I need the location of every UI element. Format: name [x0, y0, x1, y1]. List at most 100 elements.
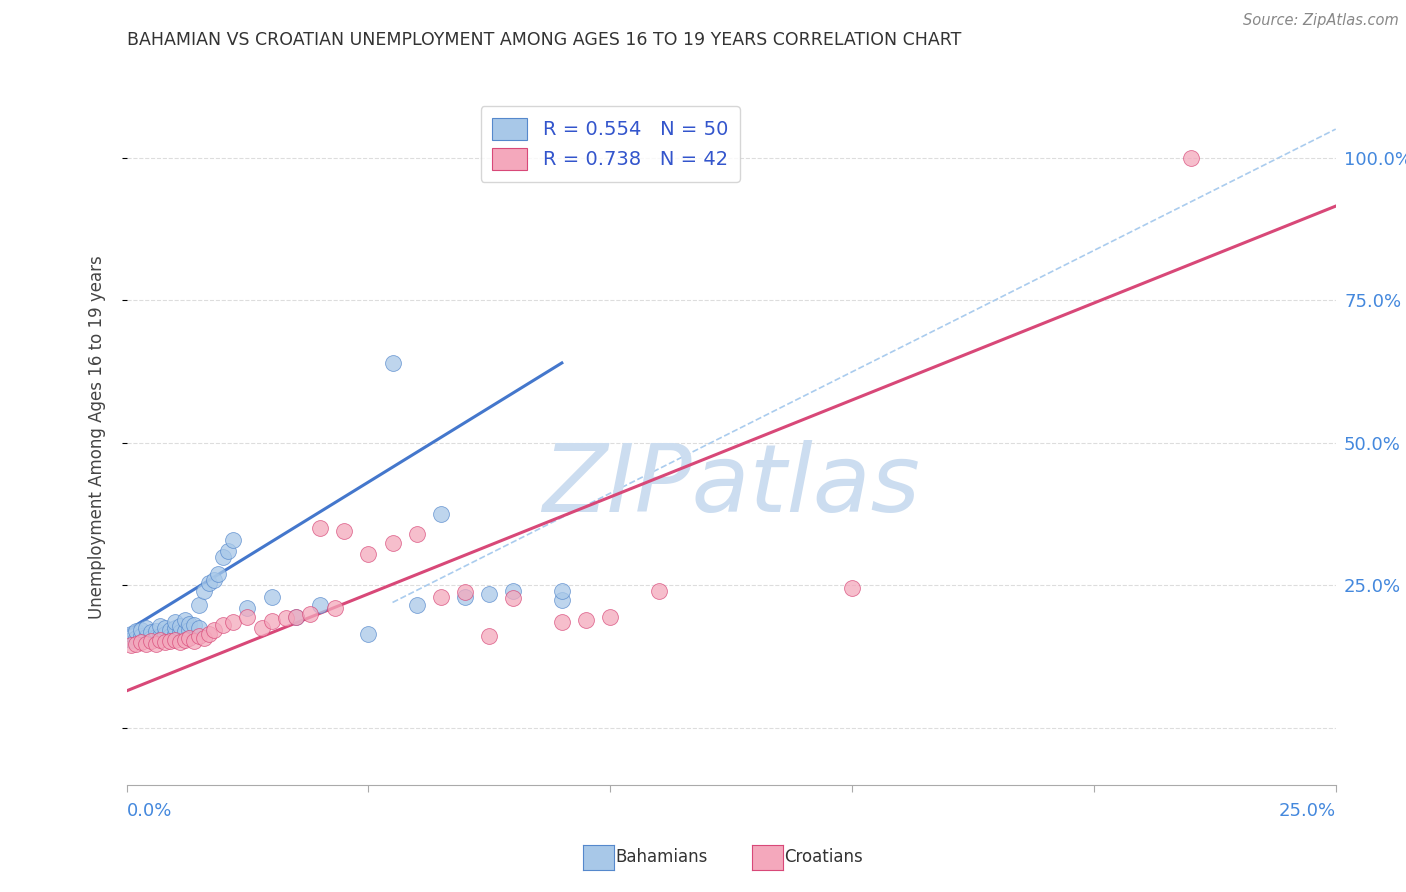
- Point: [276, 611, 298, 625]
- Point: [430, 590, 453, 604]
- Point: [149, 628, 172, 642]
- Point: [139, 631, 162, 645]
- Point: [179, 631, 201, 645]
- Point: [163, 615, 186, 630]
- Point: [173, 632, 195, 647]
- Point: [299, 607, 322, 621]
- Point: [135, 630, 157, 644]
- Point: [179, 623, 201, 637]
- Point: [575, 613, 598, 627]
- Point: [155, 621, 177, 635]
- Point: [250, 621, 273, 635]
- Point: [323, 601, 346, 615]
- Point: [381, 535, 404, 549]
- Text: Croatians: Croatians: [785, 848, 863, 866]
- Point: [120, 632, 142, 647]
- Point: [129, 635, 152, 649]
- Point: [163, 632, 186, 647]
- Text: 0.0%: 0.0%: [127, 802, 172, 820]
- Text: Source: ZipAtlas.com: Source: ZipAtlas.com: [1243, 13, 1399, 29]
- Point: [357, 547, 380, 561]
- Point: [551, 615, 574, 630]
- Point: [454, 590, 477, 604]
- Point: [159, 628, 181, 642]
- Point: [183, 634, 205, 648]
- Point: [145, 630, 167, 644]
- Point: [454, 585, 477, 599]
- Point: [1180, 151, 1202, 165]
- Point: [135, 636, 157, 650]
- Point: [149, 619, 172, 633]
- Point: [207, 566, 229, 581]
- Point: [155, 635, 177, 649]
- Point: [155, 627, 177, 641]
- Point: [169, 625, 191, 640]
- Point: [120, 627, 142, 641]
- Point: [405, 527, 427, 541]
- Point: [139, 634, 162, 648]
- Point: [159, 623, 181, 637]
- Point: [309, 521, 332, 535]
- Point: [333, 524, 356, 538]
- Point: [188, 621, 211, 635]
- Point: [135, 621, 157, 635]
- Point: [193, 631, 215, 645]
- Point: [357, 627, 380, 641]
- Point: [188, 628, 211, 642]
- Point: [197, 575, 219, 590]
- Point: [599, 609, 621, 624]
- Point: [163, 621, 186, 635]
- Point: [188, 599, 211, 613]
- Point: [183, 618, 205, 632]
- Point: [163, 627, 186, 641]
- Point: [179, 617, 201, 632]
- Point: [202, 573, 225, 587]
- Point: [129, 623, 152, 637]
- Y-axis label: Unemployment Among Ages 16 to 19 years: Unemployment Among Ages 16 to 19 years: [87, 255, 105, 619]
- Point: [197, 627, 219, 641]
- Text: ZIPatlas: ZIPatlas: [543, 441, 920, 532]
- Point: [169, 619, 191, 633]
- Point: [478, 587, 501, 601]
- Point: [120, 638, 142, 652]
- Point: [284, 609, 307, 624]
- Text: 25.0%: 25.0%: [1278, 802, 1336, 820]
- Point: [159, 634, 181, 648]
- Text: Bahamians: Bahamians: [616, 848, 709, 866]
- Point: [551, 592, 574, 607]
- Point: [405, 599, 427, 613]
- Point: [478, 628, 501, 642]
- Point: [125, 636, 148, 650]
- Point: [430, 507, 453, 521]
- Point: [222, 533, 245, 547]
- Point: [381, 356, 404, 370]
- Point: [125, 631, 148, 645]
- Point: [309, 599, 332, 613]
- Point: [841, 581, 863, 595]
- Point: [647, 584, 669, 599]
- Point: [129, 628, 152, 642]
- Point: [212, 618, 235, 632]
- Legend: R = 0.554   N = 50, R = 0.738   N = 42: R = 0.554 N = 50, R = 0.738 N = 42: [481, 106, 740, 182]
- Point: [139, 625, 162, 640]
- Point: [173, 613, 195, 627]
- Point: [193, 584, 215, 599]
- Point: [169, 635, 191, 649]
- Point: [260, 590, 283, 604]
- Text: BAHAMIAN VS CROATIAN UNEMPLOYMENT AMONG AGES 16 TO 19 YEARS CORRELATION CHART: BAHAMIAN VS CROATIAN UNEMPLOYMENT AMONG …: [127, 31, 960, 49]
- Point: [502, 591, 524, 605]
- Point: [202, 623, 225, 637]
- Point: [212, 549, 235, 564]
- Point: [236, 601, 259, 615]
- Point: [236, 609, 259, 624]
- Point: [502, 584, 524, 599]
- Point: [217, 544, 239, 558]
- Point: [284, 609, 307, 624]
- Point: [125, 624, 148, 638]
- Point: [260, 614, 283, 628]
- Point: [145, 624, 167, 638]
- Point: [222, 615, 245, 630]
- Point: [145, 636, 167, 650]
- Point: [149, 632, 172, 647]
- Point: [173, 624, 195, 638]
